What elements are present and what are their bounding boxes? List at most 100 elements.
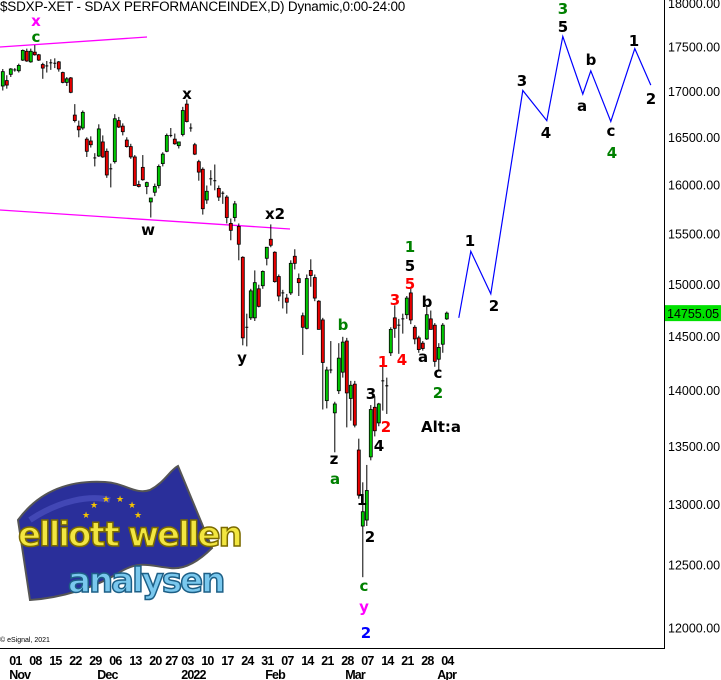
candle: [332, 401, 337, 453]
candle-body: [84, 138, 89, 152]
candle-body: [49, 62, 53, 64]
candle-body: [336, 357, 341, 392]
wave-label: 4: [374, 437, 384, 455]
wave-label: 3: [517, 72, 527, 90]
candle: [100, 135, 105, 158]
wave-label: 2: [646, 90, 656, 108]
y-tick-label: 12000.00: [668, 621, 720, 635]
wave-projection: [458, 34, 652, 318]
candle: [172, 133, 177, 145]
price-axis[interactable]: 18000.00 17500.00 17000.00 16500.00 16000.00…: [665, 0, 721, 635]
candle: [53, 58, 57, 69]
candle: [336, 343, 341, 395]
candle-body: [144, 182, 149, 187]
wave-label: 5: [558, 18, 568, 36]
candle: [260, 270, 265, 289]
candle: [364, 464, 369, 527]
candle: [140, 155, 145, 181]
candle-body: [16, 65, 21, 72]
candle: [232, 200, 237, 222]
candle-body: [68, 77, 73, 93]
candle: [221, 191, 225, 204]
candle-body: [397, 324, 401, 326]
candle: [60, 71, 65, 84]
candle: [84, 137, 89, 157]
x-month-tick-label: Feb: [265, 668, 286, 680]
candle: [68, 77, 73, 94]
candle: [368, 405, 373, 461]
candle: [93, 153, 97, 167]
candle: [360, 482, 365, 578]
candle: [45, 60, 49, 73]
candle-body: [352, 383, 357, 426]
y-tick-label: 18000.00: [668, 0, 720, 11]
x-day-tick-label: 17: [221, 654, 234, 668]
candle-body: [252, 282, 257, 319]
candle: [276, 274, 281, 302]
candle: [268, 224, 273, 248]
candle-body: [160, 153, 165, 164]
wave-label: b: [586, 51, 597, 69]
x-day-tick-label: 15: [49, 654, 62, 668]
candle: [96, 124, 101, 157]
wave-label: 4: [541, 124, 551, 142]
wave-label: a: [577, 97, 587, 115]
candle-body: [240, 256, 245, 339]
candle: [352, 380, 357, 428]
candle-body: [312, 277, 317, 299]
candle-body: [109, 168, 113, 170]
candle: [344, 337, 349, 428]
candle-body: [4, 80, 9, 86]
candle-body: [224, 196, 229, 218]
candle-body: [112, 118, 117, 163]
candle: [28, 48, 33, 63]
candle-body: [192, 144, 197, 155]
candle: [164, 133, 169, 153]
candle: [36, 53, 41, 61]
date-axis[interactable]: 01 08 15 22 29 06 13 20 27 03 10 17 24 31 07 14 21 28 07 14…: [9, 654, 458, 680]
candle-body: [308, 270, 313, 276]
y-tick-label: 16500.00: [668, 131, 720, 145]
candle: [0, 68, 5, 91]
x-day-tick-label: 10: [201, 654, 214, 668]
x-day-tick-label: 31: [261, 654, 274, 668]
candle-body: [356, 449, 361, 496]
candle-body: [416, 337, 421, 350]
candle: [148, 197, 153, 218]
wave-label: z: [330, 450, 339, 468]
candle-body: [24, 50, 29, 62]
candle-body: [164, 135, 169, 152]
y-tick-label: 15500.00: [668, 227, 720, 241]
candle: [20, 49, 25, 61]
wave-label: 5: [405, 275, 415, 293]
candle: [32, 45, 37, 56]
candle: [408, 287, 413, 325]
candle: [213, 164, 217, 191]
wave-label: 1: [405, 238, 415, 256]
candle: [40, 62, 45, 79]
wave-labels: xcxwx2ybza12cy2341234155bac2Alt:a123453a…: [31, 0, 656, 642]
candle-body: [329, 369, 333, 371]
candle-body: [304, 278, 309, 329]
candle: [216, 185, 221, 201]
candle: [200, 167, 205, 215]
candle: [124, 137, 129, 148]
x-month-tick-label: 2022: [181, 668, 206, 680]
candle-body: [76, 125, 81, 131]
candle: [13, 68, 17, 72]
candle: [388, 327, 393, 356]
candle: [420, 341, 425, 351]
candle-body: [288, 262, 293, 294]
candle: [444, 311, 449, 320]
y-tick-label: 16000.00: [668, 178, 720, 192]
candle-body: [381, 380, 385, 382]
candle: [189, 123, 193, 132]
candle-body: [136, 184, 141, 187]
wave-label: a: [330, 470, 340, 488]
candle-body: [124, 139, 129, 148]
candle: [245, 313, 249, 347]
svg-text:★: ★: [82, 511, 90, 521]
copyright: © eSignal, 2021: [0, 637, 50, 644]
candle: [272, 251, 277, 283]
y-tick-label: 15000.00: [668, 278, 720, 292]
